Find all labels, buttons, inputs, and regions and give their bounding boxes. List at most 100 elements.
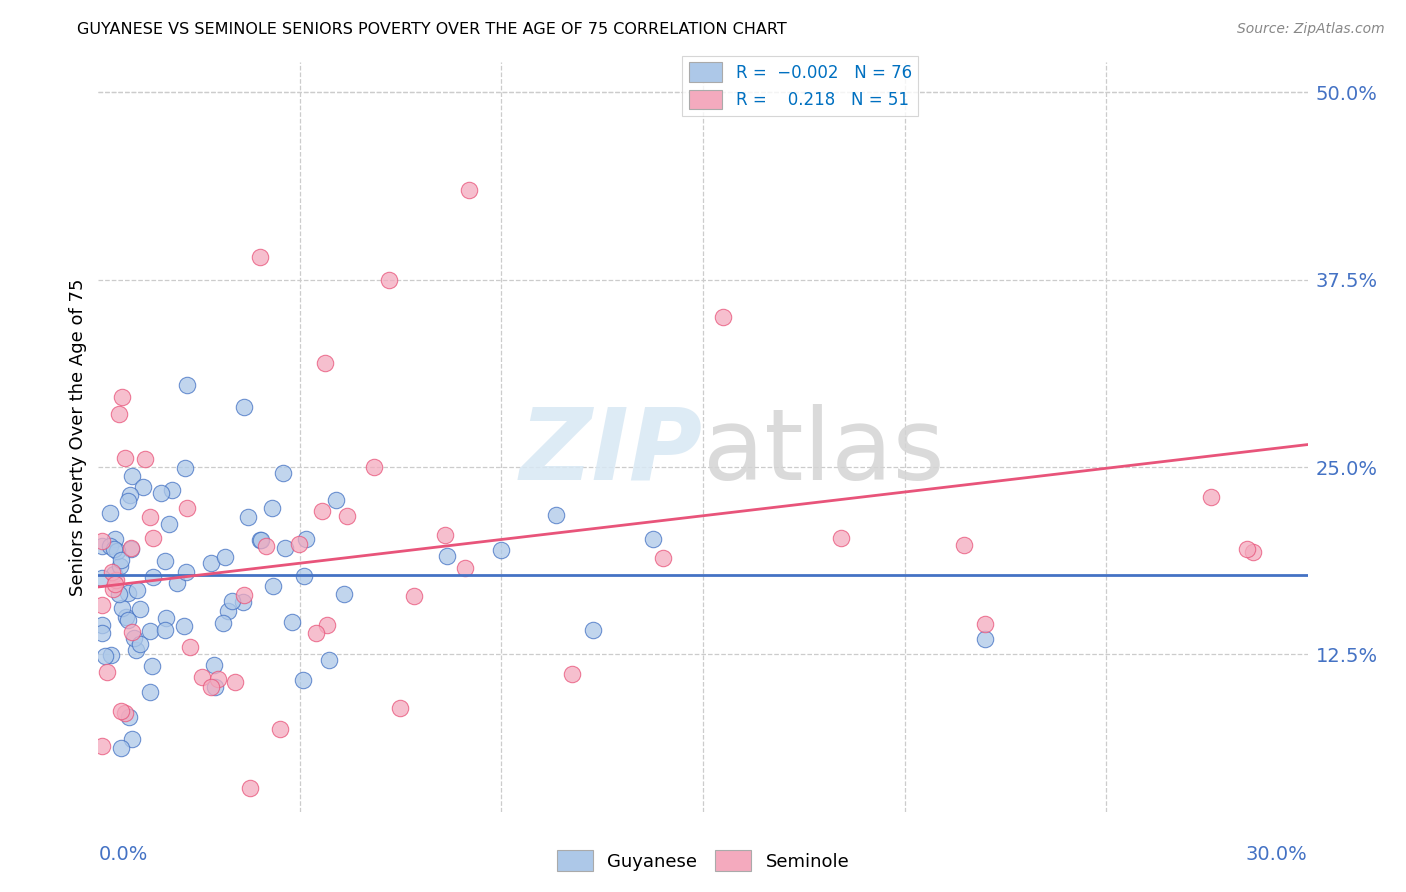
Point xyxy=(110,705,132,719)
Point xyxy=(142,531,165,545)
Point xyxy=(91,571,114,585)
Point xyxy=(173,619,195,633)
Point xyxy=(98,540,121,554)
Point xyxy=(388,700,411,714)
Point xyxy=(262,579,284,593)
Point xyxy=(118,710,141,724)
Point xyxy=(122,632,145,646)
Point xyxy=(287,537,309,551)
Point xyxy=(454,560,477,574)
Legend: Guyanese, Seminole: Guyanese, Seminole xyxy=(550,843,856,879)
Text: ZIP: ZIP xyxy=(520,403,703,500)
Point xyxy=(561,666,583,681)
Point xyxy=(316,618,339,632)
Point xyxy=(105,543,128,558)
Point xyxy=(110,600,132,615)
Point xyxy=(132,480,155,494)
Point xyxy=(314,356,336,370)
Point xyxy=(110,558,132,573)
Point xyxy=(191,670,214,684)
Point xyxy=(176,377,198,392)
Point xyxy=(271,466,294,480)
Point xyxy=(232,400,254,414)
Point xyxy=(91,618,114,632)
Point xyxy=(142,570,165,584)
Point xyxy=(291,673,314,687)
Point xyxy=(221,594,243,608)
Point xyxy=(139,509,162,524)
Point xyxy=(269,722,291,736)
Point xyxy=(281,615,304,629)
Point xyxy=(582,624,605,638)
Point xyxy=(1199,490,1222,504)
Point xyxy=(711,310,734,325)
Point xyxy=(249,250,271,264)
Point xyxy=(233,588,256,602)
Point xyxy=(544,508,567,522)
Text: GUYANESE VS SEMINOLE SENIORS POVERTY OVER THE AGE OF 75 CORRELATION CHART: GUYANESE VS SEMINOLE SENIORS POVERTY OVE… xyxy=(77,22,787,37)
Point xyxy=(121,625,143,640)
Point xyxy=(157,517,180,532)
Point xyxy=(260,501,283,516)
Point xyxy=(104,532,127,546)
Point xyxy=(103,567,125,582)
Point xyxy=(91,625,114,640)
Point xyxy=(141,659,163,673)
Text: Source: ZipAtlas.com: Source: ZipAtlas.com xyxy=(1237,22,1385,37)
Point xyxy=(134,451,156,466)
Point xyxy=(318,653,340,667)
Point xyxy=(974,617,997,632)
Point xyxy=(363,459,385,474)
Point xyxy=(114,706,136,720)
Point xyxy=(101,582,124,597)
Point xyxy=(103,542,125,557)
Point xyxy=(489,542,512,557)
Point xyxy=(98,507,121,521)
Point xyxy=(118,488,141,502)
Point xyxy=(305,625,328,640)
Point xyxy=(153,554,176,568)
Point xyxy=(433,528,456,542)
Point xyxy=(91,598,114,612)
Point xyxy=(91,534,114,549)
Point xyxy=(377,273,399,287)
Point xyxy=(250,533,273,547)
Point xyxy=(120,541,142,555)
Point xyxy=(91,739,114,754)
Text: 30.0%: 30.0% xyxy=(1246,846,1308,864)
Point xyxy=(176,501,198,516)
Point xyxy=(311,504,333,518)
Point xyxy=(204,680,226,694)
Point xyxy=(436,549,458,563)
Point xyxy=(121,732,143,747)
Point xyxy=(139,685,162,699)
Point xyxy=(139,624,162,639)
Point xyxy=(117,586,139,600)
Y-axis label: Seniors Poverty Over the Age of 75: Seniors Poverty Over the Age of 75 xyxy=(69,278,87,596)
Point xyxy=(104,573,127,587)
Point xyxy=(174,460,197,475)
Point xyxy=(120,542,142,557)
Point xyxy=(104,576,127,591)
Point xyxy=(111,390,134,404)
Point xyxy=(125,582,148,597)
Point xyxy=(117,613,139,627)
Point xyxy=(94,649,117,664)
Point xyxy=(91,539,114,553)
Point xyxy=(110,552,132,566)
Point xyxy=(100,648,122,662)
Point xyxy=(254,539,277,553)
Point xyxy=(458,183,481,197)
Point xyxy=(239,780,262,795)
Point xyxy=(294,533,316,547)
Point xyxy=(207,673,229,687)
Point xyxy=(292,569,315,583)
Point xyxy=(129,636,152,650)
Point xyxy=(149,486,172,500)
Point xyxy=(176,565,198,579)
Point xyxy=(212,616,235,631)
Point xyxy=(155,623,177,637)
Point xyxy=(125,642,148,657)
Text: atlas: atlas xyxy=(703,403,945,500)
Legend: R =  −0.002   N = 76, R =    0.218   N = 51: R = −0.002 N = 76, R = 0.218 N = 51 xyxy=(682,56,918,116)
